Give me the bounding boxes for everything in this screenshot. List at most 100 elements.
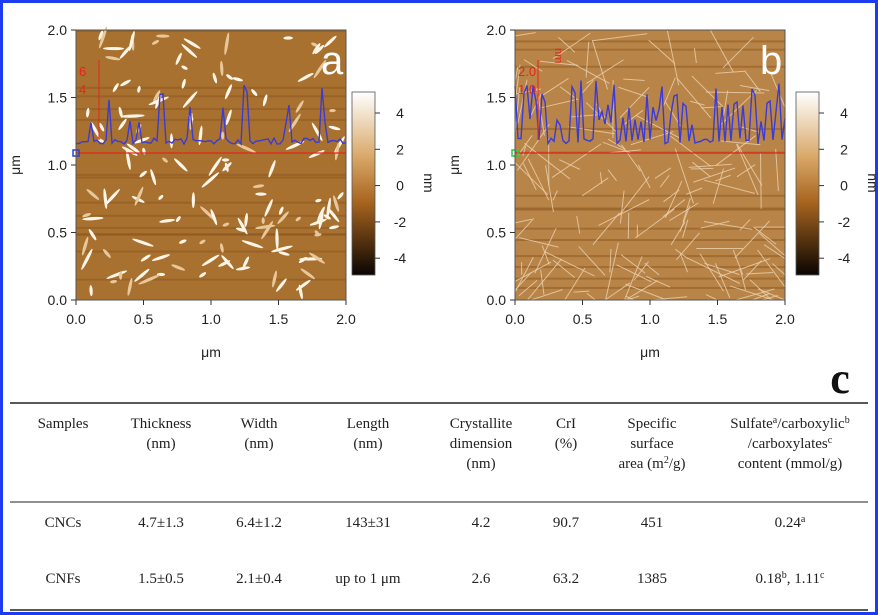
x-tick-label: 1.5 [269,311,289,327]
scan-line [515,209,785,211]
header-cell: dimension [450,436,513,452]
table-cell: CNCs [45,515,82,531]
x-axis-label: μm [201,344,221,360]
fibril [691,168,714,169]
table-cell: 90.7 [553,515,580,531]
y-axis-label: μm [446,155,462,175]
cell-text: /g) [669,456,686,472]
fibril [761,153,762,209]
profile-scale-label: 6 [79,64,86,79]
profile-scale-label: nm [552,48,564,63]
scan-line [515,66,785,68]
header-cell: (nm) [146,436,175,452]
x-tick-label: 1.0 [640,311,660,327]
colorbar-label: nm [865,173,878,192]
cell-text: Thickness [131,416,192,432]
colorbar-label: nm [421,173,437,192]
table-cell: 0.24a [775,514,806,532]
header-cell: CrI [556,416,576,432]
table-cell: 0.18b, 1.11c [756,570,825,588]
cell-text: Width [241,416,278,432]
cell-text: 90.7 [553,515,580,531]
table-cell: 6.4±1.2 [236,515,282,531]
header-cell: Sulfatea/carboxylicb [730,415,849,433]
panel-letter: a [321,39,344,83]
table-cell: 63.2 [553,571,579,587]
cell-text: (nm) [244,436,273,452]
cell-text: 4.7±1.3 [138,515,184,531]
cell-text: CrI [556,416,576,432]
y-tick-label: 0.5 [48,225,68,241]
scan-line [76,279,346,281]
header-cell: Specific [627,416,676,432]
table-cell: 1.5±0.5 [138,571,184,587]
colorbar-tick-label: -4 [838,250,851,266]
header-cell: Thickness [131,416,192,432]
colorbar-tick-label: 2 [396,141,404,157]
cell-text: dimension [450,436,513,452]
x-tick-label: 0.5 [573,311,593,327]
y-tick-label: 2.0 [48,22,68,38]
scan-line [515,239,785,241]
x-tick-label: 0.5 [134,311,154,327]
scan-line [76,251,346,253]
cell-text: Specific [627,416,676,432]
cell-text: 1.5±0.5 [138,571,184,587]
header-cell: Length [347,416,390,432]
y-tick-label: 2.0 [487,22,507,38]
header-cell: /carboxylatesc [748,435,833,453]
colorbar-tick-label: 0 [396,178,404,194]
cell-text: CNCs [45,515,82,531]
cell-text: (nm) [146,436,175,452]
header-cell: (nm) [244,436,273,452]
cell-text: CNFs [45,571,80,587]
table-cell: 4.2 [472,515,491,531]
x-tick-label: 1.5 [708,311,728,327]
cell-text: 4.2 [472,515,491,531]
profile-scale-label: 2.0 [518,64,536,79]
y-tick-label: 1.5 [48,90,68,106]
y-tick-label: 0.0 [487,292,507,308]
table-cell: 1385 [637,571,667,587]
cell-text: , 1.11 [787,571,820,587]
y-tick-label: 0.0 [48,292,68,308]
header-cell: area (m2/g) [618,455,685,473]
cell-text: Length [347,416,390,432]
y-tick-label: 1.5 [487,90,507,106]
colorbar-tick-label: 4 [840,105,848,121]
colorbar [352,92,375,275]
cell-text: Sulfate [730,416,773,432]
x-tick-label: 1.0 [201,311,221,327]
superscript: c [820,570,825,581]
cell-text: 2.6 [472,571,491,587]
superscript: c [828,435,833,446]
cell-text: (%) [555,436,578,452]
colorbar-tick-label: 2 [840,141,848,157]
scan-line [76,119,346,121]
colorbar-tick-label: 4 [396,105,404,121]
cell-text: 0.18 [756,571,782,587]
table-cell: up to 1 μm [335,571,400,587]
panel-letter: b [760,39,782,83]
scan-line [76,234,346,236]
header-cell: Crystallite [450,416,513,432]
figure: 6 4 a 0.0 0.5 1.0 1.5 2.0 0.0 0.5 1.0 1.5 2.0 μm μm 4 2 0… [0,0,878,615]
cell-text: (nm) [353,436,382,452]
table-cell: 2.6 [472,571,491,587]
colorbar-tick-label: -2 [394,214,407,230]
cell-text: /carboxylic [777,416,845,432]
cell-text: Samples [38,416,89,432]
y-tick-label: 0.5 [487,225,507,241]
x-tick-label: 2.0 [775,311,795,327]
colorbar-tick-label: -4 [394,250,407,266]
table-cell: CNFs [45,571,80,587]
panel-letter: c [830,354,850,403]
cell-text: 6.4±1.2 [236,515,282,531]
table-cell: 451 [641,515,664,531]
cell-text: 1385 [637,571,667,587]
header-cell: content (mmol/g) [738,456,843,472]
y-axis-label: μm [7,155,23,175]
cell-text: 143±31 [345,515,391,531]
afm-image [515,30,785,300]
colorbar-tick-label: -2 [838,214,851,230]
